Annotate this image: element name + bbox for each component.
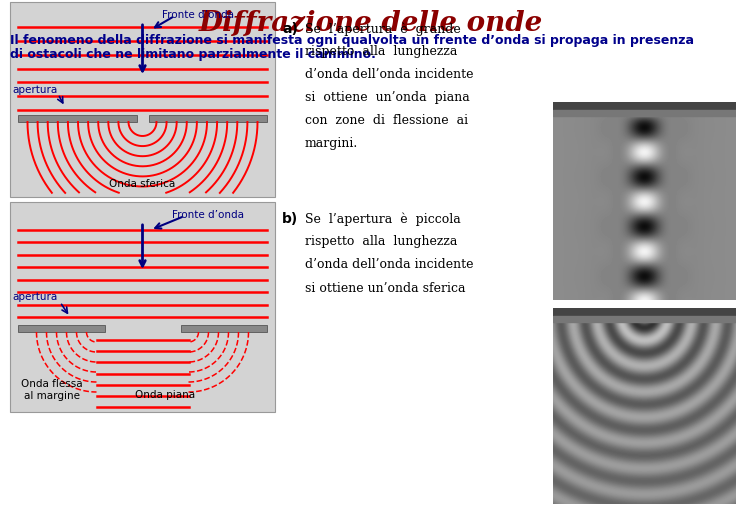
Bar [553, 111, 736, 116]
Bar [10, 202, 275, 412]
Text: apertura: apertura [12, 85, 57, 95]
Text: b): b) [282, 212, 298, 226]
Text: Se  l’apertura  è  piccola
rispetto  alla  lunghezza
d’onda dell’onda incidente
: Se l’apertura è piccola rispetto alla lu… [305, 212, 473, 294]
Text: a): a) [282, 22, 298, 36]
Bar [553, 316, 736, 322]
Bar [18, 325, 105, 332]
Text: Onda flessa
al margine: Onda flessa al margine [22, 379, 82, 401]
Text: Il fenomeno della diffrazione si manifesta ogni qualvolta un frente d’onda si pr: Il fenomeno della diffrazione si manifes… [10, 34, 694, 47]
Text: Onda sferica: Onda sferica [109, 179, 175, 189]
Text: di ostacoli che ne limitano parzialmente il cammino.: di ostacoli che ne limitano parzialmente… [10, 48, 376, 61]
Text: Se  l’apertura  è  grande
rispetto  alla  lunghezza
d’onda dell’onda incidente
s: Se l’apertura è grande rispetto alla lun… [305, 22, 473, 151]
Bar [149, 115, 267, 122]
Bar [18, 115, 137, 122]
Bar [553, 102, 736, 111]
Bar [553, 308, 736, 316]
Bar [10, 2, 275, 197]
Bar [181, 325, 267, 332]
Text: Diffrazione delle onde: Diffrazione delle onde [199, 10, 543, 37]
Text: Fronte d’onda: Fronte d’onda [172, 210, 244, 220]
Text: Onda piana: Onda piana [135, 390, 195, 400]
Text: apertura: apertura [12, 292, 57, 302]
Text: Fronte d’onda: Fronte d’onda [163, 10, 235, 20]
